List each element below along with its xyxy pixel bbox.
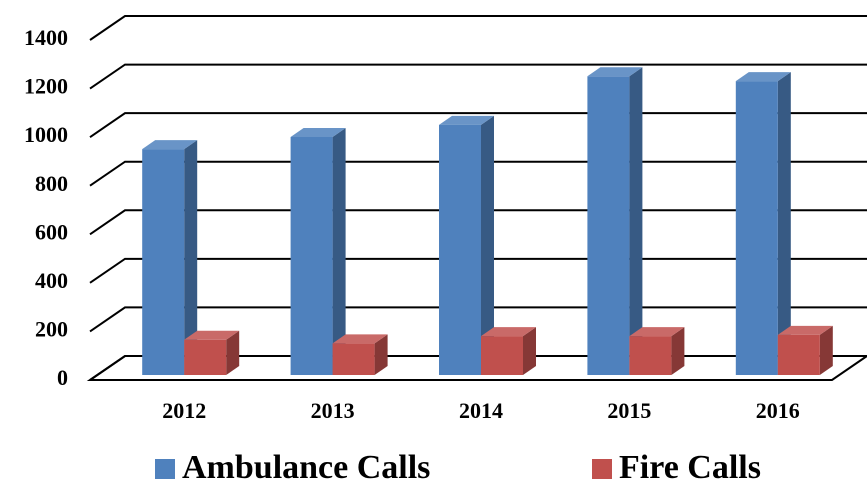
bar: [184, 339, 227, 375]
legend-label: Ambulance Calls: [182, 449, 430, 486]
bar: [439, 124, 481, 375]
legend-swatch: [592, 459, 612, 479]
bar-side: [226, 330, 240, 375]
bar: [290, 137, 333, 375]
bar-side: [671, 327, 685, 375]
bar: [332, 343, 375, 375]
bar-top: [481, 327, 536, 337]
bar-top: [629, 327, 685, 337]
legend-label: Fire Calls: [619, 449, 761, 486]
y-tick-label: 1000: [24, 122, 68, 147]
bar-top: [290, 128, 346, 137]
bar-top: [735, 72, 791, 82]
x-tick-label: 2012: [162, 398, 206, 423]
y-tick-label: 600: [35, 219, 68, 244]
y-tick-label: 1200: [24, 74, 68, 99]
bar-top: [777, 325, 833, 335]
bar: [629, 336, 672, 375]
bar-side: [819, 325, 833, 375]
bar-top: [332, 334, 388, 344]
bar-side: [629, 67, 643, 376]
x-tick-label: 2014: [459, 398, 503, 423]
bar-side: [777, 72, 791, 376]
bar-side: [523, 327, 536, 375]
x-tick-label: 2016: [756, 398, 800, 423]
bar-top: [142, 140, 198, 150]
y-tick-label: 200: [35, 316, 68, 341]
grid-line: [89, 63, 867, 90]
bar: [777, 334, 820, 375]
bar-top: [587, 67, 643, 77]
bar-side: [481, 115, 494, 375]
x-tick-label: 2015: [607, 398, 651, 423]
grid-line: [89, 15, 867, 41]
legend-swatch: [155, 459, 175, 479]
y-tick-label: 1400: [24, 25, 68, 50]
bar: [735, 81, 778, 376]
bar-top: [184, 330, 240, 340]
bar-top: [439, 115, 494, 125]
bar: [587, 76, 630, 376]
bar-side: [184, 140, 198, 375]
bar-side: [332, 128, 346, 375]
x-tick-label: 2013: [311, 398, 355, 423]
y-tick-label: 0: [57, 365, 68, 390]
y-tick-label: 400: [35, 268, 68, 293]
bar-side: [374, 334, 388, 375]
bar: [481, 336, 523, 375]
bar: [142, 149, 185, 375]
y-tick-label: 800: [35, 171, 68, 196]
